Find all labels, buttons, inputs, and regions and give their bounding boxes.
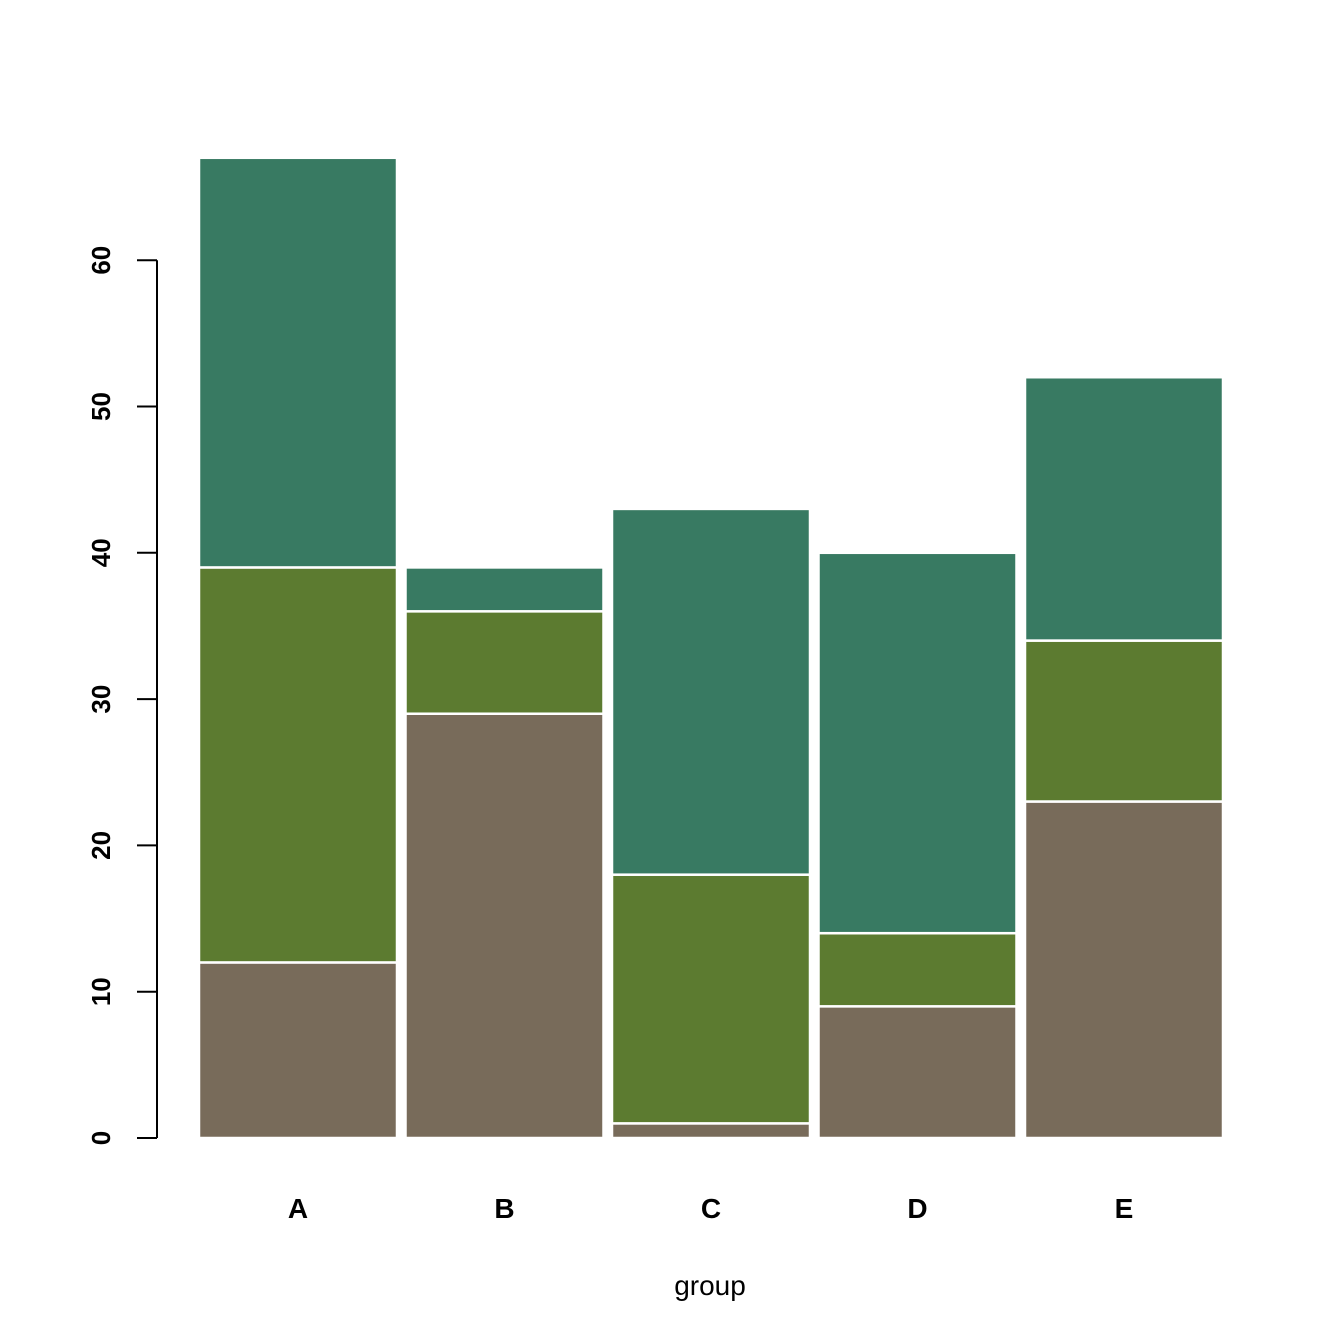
bar-C-segment-3 bbox=[610, 507, 812, 876]
y-tick-label: 10 bbox=[86, 977, 116, 1006]
x-tick-label: B bbox=[494, 1193, 514, 1224]
bar-D-segment-3 bbox=[817, 551, 1018, 935]
y-tick-label: 60 bbox=[86, 246, 116, 275]
y-axis: 0 10 20 30 40 50 60 bbox=[86, 246, 158, 1145]
bar-D-segment-1 bbox=[817, 1005, 1018, 1140]
bars-layer bbox=[197, 156, 1225, 1140]
bar-D-segment-2 bbox=[817, 931, 1018, 1008]
bar-E-segment-3 bbox=[1023, 375, 1225, 642]
bar-C-segment-1 bbox=[610, 1122, 812, 1140]
y-tick-label: 20 bbox=[86, 831, 116, 860]
y-tick-label: 30 bbox=[86, 685, 116, 714]
x-axis-labels: A B C D E bbox=[288, 1193, 1133, 1224]
bar-A-segment-3 bbox=[197, 156, 399, 569]
x-axis-title: group bbox=[674, 1270, 746, 1301]
bar-B-segment-2 bbox=[404, 610, 605, 715]
x-tick-label: A bbox=[288, 1193, 308, 1224]
bar-B-segment-1 bbox=[404, 712, 605, 1140]
bar-B-segment-3 bbox=[404, 566, 605, 613]
x-tick-label: E bbox=[1115, 1193, 1134, 1224]
bar-E-segment-1 bbox=[1023, 800, 1225, 1140]
x-tick-label: C bbox=[701, 1193, 721, 1224]
y-tick-label: 0 bbox=[86, 1131, 116, 1145]
y-tick-label: 40 bbox=[86, 538, 116, 567]
bar-C-segment-2 bbox=[610, 873, 812, 1125]
bar-E-segment-2 bbox=[1023, 639, 1225, 803]
bar-A-segment-1 bbox=[197, 961, 399, 1140]
y-tick-label: 50 bbox=[86, 392, 116, 421]
x-tick-label: D bbox=[907, 1193, 927, 1224]
bar-A-segment-2 bbox=[197, 566, 399, 964]
